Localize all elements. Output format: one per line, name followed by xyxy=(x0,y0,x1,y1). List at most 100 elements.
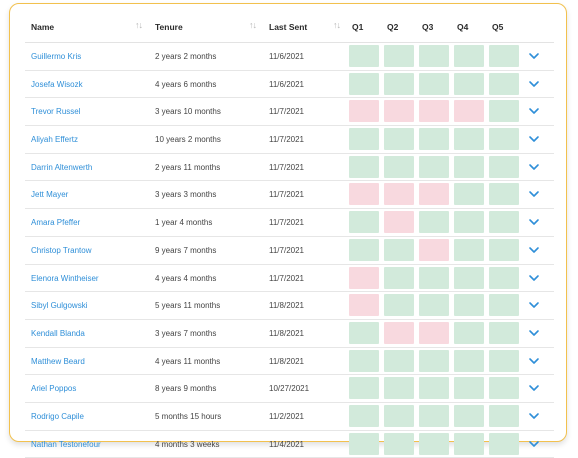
q5-status-cell xyxy=(489,238,519,261)
table-row[interactable]: Rodrigo Capile 5 months 15 hours 11/2/2021 xyxy=(25,403,554,431)
q2-status-cell xyxy=(384,45,414,67)
q3-status-cell xyxy=(419,404,449,427)
q5-status-cell xyxy=(489,128,519,151)
employee-name-link[interactable]: Christop Trantow xyxy=(31,245,92,255)
table-row[interactable]: Guillermo Kris 2 years 2 months 11/6/2021 xyxy=(25,43,554,71)
q3-status-cell xyxy=(419,45,449,67)
last-sent-value: 11/6/2021 xyxy=(269,79,304,89)
table-row[interactable]: Nathan Testonefour 4 months 3 weeks 11/4/2… xyxy=(25,431,554,458)
chevron-down-icon[interactable] xyxy=(527,381,541,395)
last-sent-value: 11/7/2021 xyxy=(269,107,304,117)
chevron-down-icon[interactable] xyxy=(527,49,541,63)
col-header-name[interactable]: Name xyxy=(31,22,55,32)
q3-status-cell xyxy=(419,238,449,261)
chevron-down-icon[interactable] xyxy=(527,271,541,285)
chevron-down-icon[interactable] xyxy=(527,104,541,118)
q2-status-cell xyxy=(384,404,414,427)
table-row[interactable]: Trevor Russel 3 years 10 months 11/7/2021 xyxy=(25,98,554,127)
q2-status-cell xyxy=(384,211,414,234)
sort-name-icon[interactable]: ↑↓ xyxy=(135,20,143,30)
q4-status-cell xyxy=(454,294,484,317)
q1-status-cell xyxy=(349,432,379,455)
q5-status-cell xyxy=(489,294,519,317)
chevron-down-icon[interactable] xyxy=(527,354,541,368)
chevron-down-icon[interactable] xyxy=(527,409,541,423)
col-header-tenure[interactable]: Tenure xyxy=(155,22,183,32)
q4-status-cell xyxy=(454,238,484,261)
employee-name-link[interactable]: Trevor Russel xyxy=(31,107,81,117)
chevron-down-icon[interactable] xyxy=(527,437,541,451)
chevron-down-icon[interactable] xyxy=(527,160,541,174)
q1-status-cell xyxy=(349,183,379,206)
employee-name-link[interactable]: Darrin Altenwerth xyxy=(31,162,93,172)
q3-status-cell xyxy=(419,100,449,123)
col-header-q1: Q1 xyxy=(352,22,364,32)
q2-status-cell xyxy=(384,72,414,95)
col-header-q2: Q2 xyxy=(387,22,399,32)
last-sent-value: 11/7/2021 xyxy=(269,245,304,255)
tenure-value: 5 years 11 months xyxy=(155,301,221,311)
employee-name-link[interactable]: Guillermo Kris xyxy=(31,52,82,61)
last-sent-value: 11/8/2021 xyxy=(269,356,304,366)
table-row[interactable]: Kendall Blanda 3 years 7 months 11/8/2021 xyxy=(25,320,554,348)
tenure-value: 5 months 15 hours xyxy=(155,411,222,421)
q2-status-cell xyxy=(384,321,414,344)
table-row[interactable]: Josefa Wisozk 4 years 6 months 11/6/2021 xyxy=(25,71,554,99)
q5-status-cell xyxy=(489,72,519,95)
q1-status-cell xyxy=(349,72,379,95)
table-row[interactable]: Darrin Altenwerth 2 years 11 months 11/7/2… xyxy=(25,154,554,182)
q3-status-cell xyxy=(419,72,449,95)
last-sent-value: 11/7/2021 xyxy=(269,273,304,283)
table-row[interactable]: Jett Mayer 3 years 3 months 11/7/2021 xyxy=(25,181,554,210)
tenure-value: 4 years 11 months xyxy=(155,356,221,366)
q3-status-cell xyxy=(419,321,449,344)
employee-name-link[interactable]: Sibyl Gulgowski xyxy=(31,301,88,311)
q3-status-cell xyxy=(419,432,449,455)
chevron-down-icon[interactable] xyxy=(527,132,541,146)
sort-last-sent-icon[interactable]: ↑↓ xyxy=(333,20,341,30)
table-row[interactable]: Aliyah Effertz 10 years 2 months 11/7/2021 xyxy=(25,126,554,154)
col-header-q5: Q5 xyxy=(492,22,504,32)
col-header-last-sent[interactable]: Last Sent xyxy=(269,22,308,32)
table-row[interactable]: Christop Trantow 9 years 7 months 11/7/202… xyxy=(25,237,554,265)
table-row[interactable]: Amara Pfeffer 1 year 4 months 11/7/2021 xyxy=(25,209,554,237)
table-row[interactable]: Matthew Beard 4 years 11 months 11/8/2021 xyxy=(25,348,554,376)
chevron-down-icon[interactable] xyxy=(527,243,541,257)
q4-status-cell xyxy=(454,72,484,95)
q5-status-cell xyxy=(489,266,519,289)
q5-status-cell xyxy=(489,432,519,455)
employee-name-link[interactable]: Rodrigo Capile xyxy=(31,411,84,421)
q1-status-cell xyxy=(349,377,379,400)
employee-name-link[interactable]: Josefa Wisozk xyxy=(31,79,83,89)
q1-status-cell xyxy=(349,321,379,344)
employee-name-link[interactable]: Nathan Testonefour xyxy=(31,439,101,449)
chevron-down-icon[interactable] xyxy=(527,187,541,201)
chevron-down-icon[interactable] xyxy=(527,215,541,229)
chevron-down-icon[interactable] xyxy=(527,298,541,312)
tenure-value: 8 years 9 months xyxy=(155,384,217,394)
q4-status-cell xyxy=(454,128,484,151)
tenure-value: 3 years 3 months xyxy=(155,190,217,200)
q4-status-cell xyxy=(454,155,484,178)
tenure-value: 2 years 2 months xyxy=(155,52,217,61)
employee-name-link[interactable]: Amara Pfeffer xyxy=(31,218,81,228)
q4-status-cell xyxy=(454,45,484,67)
table-row[interactable]: Ariel Poppos 8 years 9 months 10/27/2021 xyxy=(25,375,554,403)
employee-name-link[interactable]: Ariel Poppos xyxy=(31,384,77,394)
tenure-value: 3 years 10 months xyxy=(155,107,221,117)
sort-tenure-icon[interactable]: ↑↓ xyxy=(249,20,257,30)
chevron-down-icon[interactable] xyxy=(527,77,541,91)
chevron-down-icon[interactable] xyxy=(527,326,541,340)
employee-name-link[interactable]: Jett Mayer xyxy=(31,190,69,200)
q3-status-cell xyxy=(419,294,449,317)
table-row[interactable]: Sibyl Gulgowski 5 years 11 months 11/8/202… xyxy=(25,292,554,320)
q2-status-cell xyxy=(384,349,414,372)
table-body: Guillermo Kris 2 years 2 months 11/6/2021 J… xyxy=(25,43,554,458)
employee-name-link[interactable]: Kendall Blanda xyxy=(31,328,85,338)
q2-status-cell xyxy=(384,266,414,289)
employee-name-link[interactable]: Aliyah Effertz xyxy=(31,135,78,145)
employee-name-link[interactable]: Matthew Beard xyxy=(31,356,85,366)
q1-status-cell xyxy=(349,155,379,178)
employee-name-link[interactable]: Elenora Wintheiser xyxy=(31,273,99,283)
table-row[interactable]: Elenora Wintheiser 4 years 4 months 11/7/2… xyxy=(25,265,554,293)
